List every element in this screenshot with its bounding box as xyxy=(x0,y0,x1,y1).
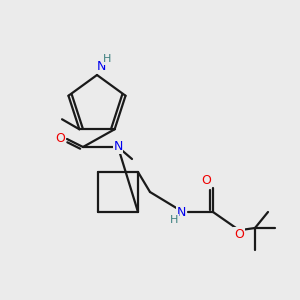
Text: N: N xyxy=(96,59,106,73)
Text: N: N xyxy=(113,140,123,154)
Text: N: N xyxy=(176,206,186,218)
Text: O: O xyxy=(55,133,65,146)
Text: H: H xyxy=(170,215,178,225)
Text: O: O xyxy=(234,227,244,241)
Text: O: O xyxy=(201,175,211,188)
Text: H: H xyxy=(103,54,111,64)
